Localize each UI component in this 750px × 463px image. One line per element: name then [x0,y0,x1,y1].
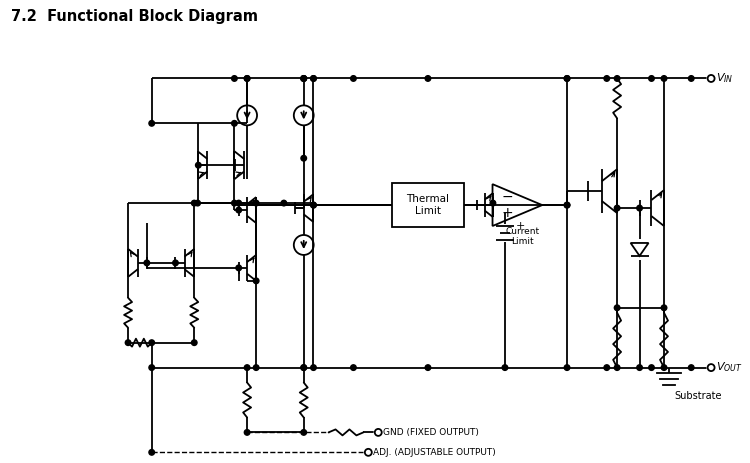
Circle shape [144,260,150,266]
Text: Thermal
Limit: Thermal Limit [406,194,449,216]
Circle shape [301,75,307,81]
Circle shape [301,365,307,370]
Circle shape [310,202,316,208]
Circle shape [637,365,642,370]
Circle shape [637,205,642,211]
Circle shape [564,202,570,208]
Circle shape [662,365,667,370]
Circle shape [301,75,307,81]
Text: $V_{OUT}$: $V_{OUT}$ [716,361,742,375]
Circle shape [195,200,200,206]
Circle shape [614,365,620,370]
Circle shape [688,365,694,370]
Circle shape [254,278,259,284]
Circle shape [564,202,570,208]
Circle shape [125,340,130,345]
Circle shape [191,200,197,206]
Circle shape [310,365,316,370]
Circle shape [310,75,316,81]
Circle shape [310,75,316,81]
Circle shape [254,365,259,370]
Circle shape [254,200,259,206]
Circle shape [614,305,620,311]
Circle shape [425,365,430,370]
Circle shape [149,450,154,455]
Text: GND (FIXED OUTPUT): GND (FIXED OUTPUT) [383,428,479,437]
Circle shape [172,260,178,266]
Circle shape [425,75,430,81]
Circle shape [364,448,372,457]
Circle shape [244,75,250,81]
Text: 7.2  Functional Block Diagram: 7.2 Functional Block Diagram [10,9,258,24]
Text: ADJ. (ADJUSTABLE OUTPUT): ADJ. (ADJUSTABLE OUTPUT) [374,448,496,457]
Text: Substrate: Substrate [674,390,722,400]
Circle shape [301,365,307,370]
Circle shape [301,156,307,161]
FancyBboxPatch shape [392,183,464,227]
Circle shape [149,365,154,370]
Text: Current
Limit: Current Limit [506,227,539,246]
Circle shape [281,200,286,206]
Circle shape [649,75,654,81]
Circle shape [490,200,496,206]
Circle shape [503,365,508,370]
Circle shape [236,200,242,206]
Text: −: − [501,190,513,204]
Text: +: + [516,221,525,231]
Circle shape [564,75,570,81]
Circle shape [232,120,237,126]
Circle shape [564,75,570,81]
Circle shape [564,365,570,370]
Circle shape [149,340,154,345]
Circle shape [244,365,250,370]
Circle shape [236,265,242,271]
Circle shape [707,363,715,372]
Circle shape [244,430,250,435]
Circle shape [232,75,237,81]
Circle shape [351,75,356,81]
Circle shape [236,207,242,213]
Circle shape [662,305,667,311]
Text: +: + [501,206,513,220]
Circle shape [244,75,250,81]
Circle shape [191,340,197,345]
Circle shape [310,202,316,208]
Circle shape [604,75,610,81]
Circle shape [604,365,610,370]
Circle shape [614,205,620,211]
Circle shape [232,200,237,206]
Circle shape [196,163,201,168]
Circle shape [301,75,307,81]
Circle shape [662,75,667,81]
Circle shape [614,75,620,81]
Circle shape [707,75,715,82]
Text: $V_{IN}$: $V_{IN}$ [716,72,734,85]
Circle shape [374,428,382,437]
Circle shape [301,430,307,435]
Circle shape [149,120,154,126]
Circle shape [688,75,694,81]
Circle shape [649,365,654,370]
Circle shape [351,365,356,370]
